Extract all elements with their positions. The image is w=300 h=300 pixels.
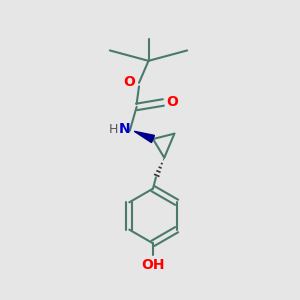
Text: N: N <box>118 122 130 136</box>
Polygon shape <box>134 131 154 142</box>
Text: O: O <box>166 95 178 109</box>
Text: OH: OH <box>141 258 165 272</box>
Text: H: H <box>109 123 118 136</box>
Text: O: O <box>124 75 135 89</box>
